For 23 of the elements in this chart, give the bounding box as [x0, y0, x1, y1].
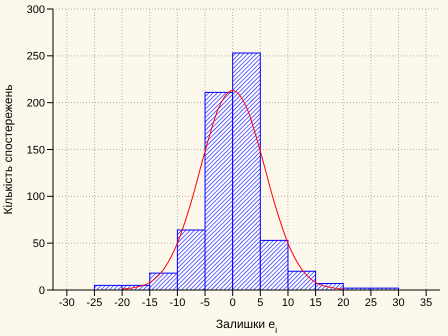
x-tick-label: -30	[58, 296, 75, 309]
x-axis-title: Залишки e$_{i}$	[216, 317, 278, 335]
x-tick-label: -25	[86, 296, 102, 309]
y-tick-label: 150	[26, 144, 45, 156]
x-tick-label: -15	[142, 296, 158, 309]
x-tick-label: 15	[309, 296, 322, 309]
y-tick-label: 50	[32, 238, 45, 250]
y-tick-label: 250	[26, 50, 45, 63]
x-tick-label: -20	[114, 296, 130, 309]
y-axis-title: Кількість спостережень	[1, 84, 15, 214]
x-tick-label: -10	[169, 296, 186, 309]
y-tick-label: 0	[38, 284, 45, 297]
x-tick-label: 10	[282, 296, 294, 309]
x-tick-label: 5	[257, 296, 264, 309]
x-tick-label: 30	[392, 296, 405, 309]
x-tick-label: -5	[200, 296, 210, 309]
x-tick-label: 0	[230, 296, 236, 309]
y-tick-label: 200	[26, 98, 45, 110]
x-tick-label: 25	[364, 296, 378, 309]
y-tick-label: 100	[26, 191, 45, 204]
y-tick-label: 300	[26, 4, 45, 16]
x-tick-label: 20	[337, 296, 350, 309]
x-tick-label: 35	[420, 296, 432, 309]
